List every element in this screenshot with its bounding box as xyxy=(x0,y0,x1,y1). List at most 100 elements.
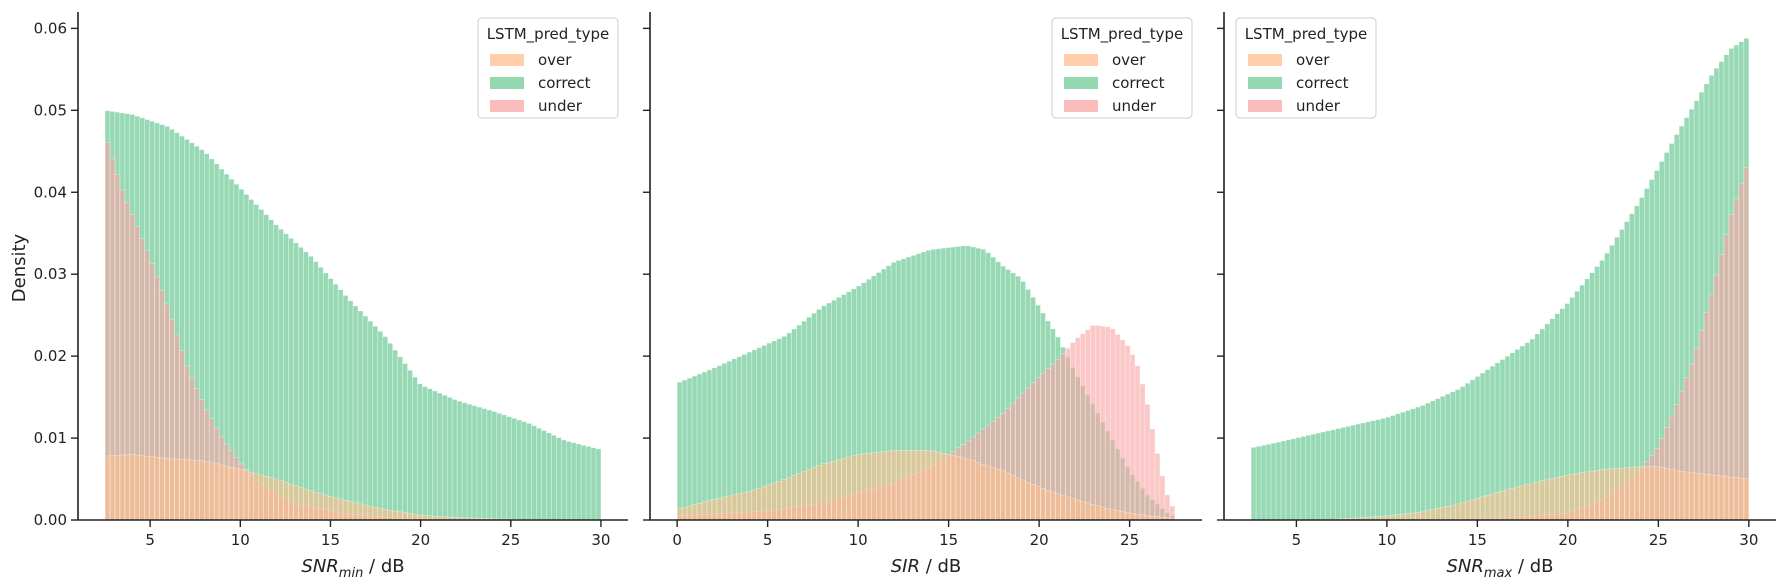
bar-correct xyxy=(1464,382,1471,521)
bar-over xyxy=(1025,481,1031,521)
bar-over xyxy=(885,450,892,521)
bar-over xyxy=(925,450,932,521)
bar-correct xyxy=(706,369,713,521)
bar-over xyxy=(1469,499,1476,521)
bar-over xyxy=(935,451,942,521)
bar-over xyxy=(1519,485,1526,521)
bar-correct xyxy=(442,394,448,521)
bar-over xyxy=(875,451,882,521)
bar-over xyxy=(1420,511,1426,521)
bar-correct xyxy=(372,325,379,521)
bar-correct xyxy=(686,377,693,521)
legend-swatch-correct xyxy=(490,77,524,89)
bar-over xyxy=(1415,512,1421,521)
bar-over xyxy=(711,499,718,521)
bar-correct xyxy=(1300,436,1307,521)
legend-frame xyxy=(1235,17,1377,119)
bar-correct xyxy=(1285,439,1292,521)
bar-correct xyxy=(1405,410,1411,521)
bar-over xyxy=(1015,477,1021,521)
legend-title: LSTM_pred_type xyxy=(487,25,610,44)
bar-under xyxy=(1094,325,1101,521)
bar-correct xyxy=(273,224,279,521)
x-tick-label: 15 xyxy=(1468,531,1487,549)
bar-over xyxy=(1050,491,1056,521)
bar-over xyxy=(1080,501,1086,521)
subplots: 0.00 0.01 0.02 0.03 0.04 0.05 0.06 5 10 15 20 25 30 S… xyxy=(34,12,1776,581)
bar-over xyxy=(1619,467,1625,521)
bar-over xyxy=(273,478,279,521)
legend-frame xyxy=(477,17,619,119)
bar-over xyxy=(1479,496,1486,521)
bar-correct xyxy=(1330,429,1337,521)
bar-correct xyxy=(323,272,329,521)
bar-correct xyxy=(1350,424,1356,521)
bar-over xyxy=(1604,468,1610,521)
bar-over xyxy=(1589,470,1595,521)
bar-over xyxy=(781,479,787,521)
x-tick-label: 10 xyxy=(849,531,868,549)
bar-correct xyxy=(397,356,403,521)
bar-over xyxy=(681,507,688,521)
x-tick-label: 25 xyxy=(1649,531,1668,549)
bar-correct xyxy=(701,371,708,521)
bar-over xyxy=(965,458,972,521)
bar-correct xyxy=(521,421,527,521)
bar-under xyxy=(1129,354,1136,521)
bar-correct xyxy=(1425,402,1431,521)
bar-over xyxy=(1683,471,1690,521)
bar-over xyxy=(1644,466,1650,521)
legend-label-over: over xyxy=(1296,51,1330,69)
legend-swatch-over xyxy=(1248,54,1282,66)
bar-correct xyxy=(308,256,314,521)
bar-correct xyxy=(561,439,567,521)
legend-label-under: under xyxy=(1296,97,1341,115)
bar-over xyxy=(846,456,852,521)
bar-correct xyxy=(1435,398,1441,521)
bar-correct xyxy=(392,349,398,521)
bar-over xyxy=(1134,513,1141,521)
series-over xyxy=(676,450,1176,521)
bar-over xyxy=(801,471,807,521)
bar-correct xyxy=(456,400,463,521)
legend-swatch-correct xyxy=(1064,77,1098,89)
legend-label-under: under xyxy=(538,97,583,115)
bar-correct xyxy=(427,388,433,521)
bar-correct xyxy=(466,403,473,521)
legend-label-correct: correct xyxy=(1296,74,1349,92)
y-tick-label: 0.02 xyxy=(34,347,67,365)
bar-over xyxy=(337,498,344,521)
bar-correct xyxy=(1260,445,1267,521)
bar-correct xyxy=(575,443,582,521)
bar-over xyxy=(1509,488,1516,521)
bar-correct xyxy=(580,444,587,521)
bar-correct xyxy=(1345,426,1351,521)
bar-correct xyxy=(283,233,289,521)
bar-over xyxy=(836,459,842,521)
x-tick-label: 5 xyxy=(145,531,155,549)
bar-over xyxy=(352,502,359,521)
bar-over xyxy=(362,504,369,521)
bar-over xyxy=(1524,484,1531,521)
bar-over xyxy=(258,474,264,521)
bar-over xyxy=(905,450,912,521)
bar-over xyxy=(930,450,937,521)
bar-correct xyxy=(511,418,517,521)
bar-correct xyxy=(303,251,309,521)
bar-over xyxy=(387,509,393,521)
bar-correct xyxy=(471,405,478,521)
bar-over xyxy=(342,500,349,521)
bar-correct xyxy=(461,402,468,521)
bar-over xyxy=(1733,477,1740,521)
bar-over xyxy=(1708,474,1715,521)
bar-correct xyxy=(337,289,344,521)
bar-over xyxy=(1499,490,1506,521)
bar-over xyxy=(1629,467,1635,521)
bar-over xyxy=(900,450,907,521)
bar-over xyxy=(1410,512,1416,521)
bar-correct xyxy=(1420,405,1426,521)
x-tick-label: 10 xyxy=(1377,531,1396,549)
bar-over xyxy=(1445,505,1451,521)
bar-correct xyxy=(1355,423,1361,521)
